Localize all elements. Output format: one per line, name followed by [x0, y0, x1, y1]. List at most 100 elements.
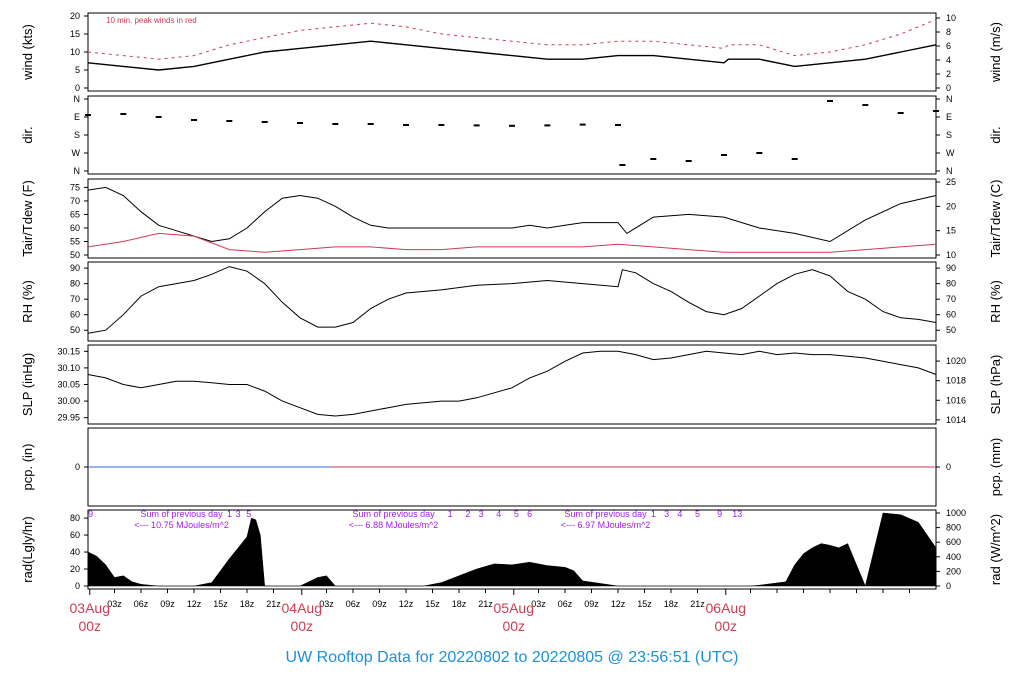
y-tick-label-left: 50 [70, 250, 80, 260]
y-tick-label-right: 15 [946, 226, 956, 236]
dir-point [685, 160, 692, 162]
x-day-label: 04Aug [282, 600, 322, 616]
y-tick-label-right: 50 [946, 325, 956, 335]
y-tick-label-left: 10 [70, 47, 80, 57]
y-tick-label-right: 25 [946, 177, 956, 187]
y-tick-label-right: 4 [946, 55, 951, 65]
x-tick-label: 21z [690, 599, 705, 609]
y-tick-label-right: 800 [946, 523, 961, 533]
y-tick-label-left: 30.15 [57, 346, 80, 356]
panel-pcp [84, 427, 940, 507]
y-tick-label-right: 0 [946, 581, 951, 591]
y-label-left: SLP (inHg) [20, 353, 35, 416]
x-day-time-label: 00z [714, 618, 737, 634]
y-tick-label-right: N [946, 166, 953, 176]
y-tick-label-left: 70 [70, 196, 80, 206]
dir-point [827, 100, 833, 102]
y-tick-label-right: 0 [946, 462, 951, 472]
rad-hour-count: 5 [514, 509, 519, 519]
dir-point [509, 124, 515, 127]
rad-sum-title: Sum of previous day [141, 509, 224, 519]
y-tick-label-right: W [946, 148, 955, 158]
dir-point [438, 124, 445, 126]
y-tick-label-right: 70 [946, 294, 956, 304]
panel-temp [84, 178, 940, 259]
y-tick-label-left: 20 [70, 564, 80, 574]
rad-hour-count: 5 [246, 509, 251, 519]
panel-frame [87, 261, 937, 342]
rad-hour-count: 4 [496, 509, 501, 519]
dir-point [261, 121, 268, 123]
rad-hour-count: 3 [664, 509, 669, 519]
y-tick-label-left: N [74, 94, 81, 104]
y-tick-label-left: 55 [70, 236, 80, 246]
rad-sum-value: <--- 10.75 MJoules/m^2 [134, 520, 229, 530]
temp-series-line [87, 186, 937, 243]
rad-hour-count: 2 [465, 509, 470, 519]
panel-rad [84, 509, 940, 590]
y-tick-label-left: 60 [70, 530, 80, 540]
y-label-right: RH (%) [988, 280, 1003, 323]
y-tick-label-right: 0 [946, 83, 951, 93]
dir-point [191, 119, 197, 121]
dir-point [226, 120, 233, 122]
x-day-label: 06Aug [706, 600, 746, 616]
rad-hour-count: 9 [717, 509, 722, 519]
y-tick-label-left: 30.05 [57, 380, 80, 390]
dir-point [721, 154, 727, 156]
dir-point [650, 158, 657, 160]
y-label-right: SLP (hPa) [988, 355, 1003, 415]
y-label-left: dir. [20, 126, 35, 143]
y-tick-label-right: 2 [946, 69, 951, 79]
rad-hour-count: 5 [695, 509, 700, 519]
dir-point [862, 104, 869, 106]
y-tick-label-left: E [74, 112, 80, 122]
panel-wind [84, 12, 940, 92]
dir-point [791, 158, 798, 160]
wind-series-line [87, 19, 937, 60]
rad-hour-count: 1 [448, 509, 453, 519]
panel-rh [84, 261, 940, 342]
y-label-left: pcp. (in) [20, 444, 35, 491]
dir-point [403, 124, 409, 126]
x-tick-label: 09z [160, 599, 175, 609]
y-tick-label-left: W [72, 148, 81, 158]
dir-point [615, 124, 621, 126]
y-tick-label-right: 8 [946, 27, 951, 37]
x-tick-label: 03z [531, 599, 546, 609]
panel-frame [87, 95, 937, 175]
x-tick-label: 18z [664, 599, 679, 609]
x-tick-label: 15z [213, 599, 228, 609]
rad-sum-title: Sum of previous day [565, 509, 648, 519]
x-tick-label: 06z [346, 599, 361, 609]
x-tick-label: 09z [584, 599, 599, 609]
x-tick-label: 12z [187, 599, 202, 609]
dir-point [473, 124, 480, 127]
y-tick-label-left: 20 [70, 11, 80, 21]
y-label-right: pcp. (mm) [988, 438, 1003, 497]
dir-point [297, 122, 303, 124]
y-tick-label-right: 1016 [946, 395, 966, 405]
y-tick-label-right: 1020 [946, 356, 966, 366]
x-tick-label: 09z [372, 599, 387, 609]
y-tick-label-right: 1000 [946, 508, 966, 518]
y-tick-label-left: 5 [75, 65, 80, 75]
dir-point [120, 113, 127, 115]
y-label-left: wind (kts) [20, 24, 35, 81]
rad-hour-count: 3 [479, 509, 484, 519]
y-tick-label-left: 80 [70, 279, 80, 289]
rad-sum-value: <--- 6.88 MJoules/m^2 [349, 520, 439, 530]
y-tick-label-right: 60 [946, 310, 956, 320]
y-tick-label-right: 600 [946, 537, 961, 547]
y-tick-label-right: 1014 [946, 415, 966, 425]
rad-hour-count: 3 [236, 509, 241, 519]
x-tick-label: 21z [478, 599, 493, 609]
dir-point [897, 112, 904, 114]
panel-frame [87, 344, 937, 425]
y-tick-label-right: 20 [946, 201, 956, 211]
dir-point [332, 123, 339, 125]
panel-dir [84, 95, 940, 175]
y-tick-label-right: S [946, 130, 952, 140]
y-tick-label-left: 70 [70, 294, 80, 304]
x-tick-label: 15z [425, 599, 440, 609]
